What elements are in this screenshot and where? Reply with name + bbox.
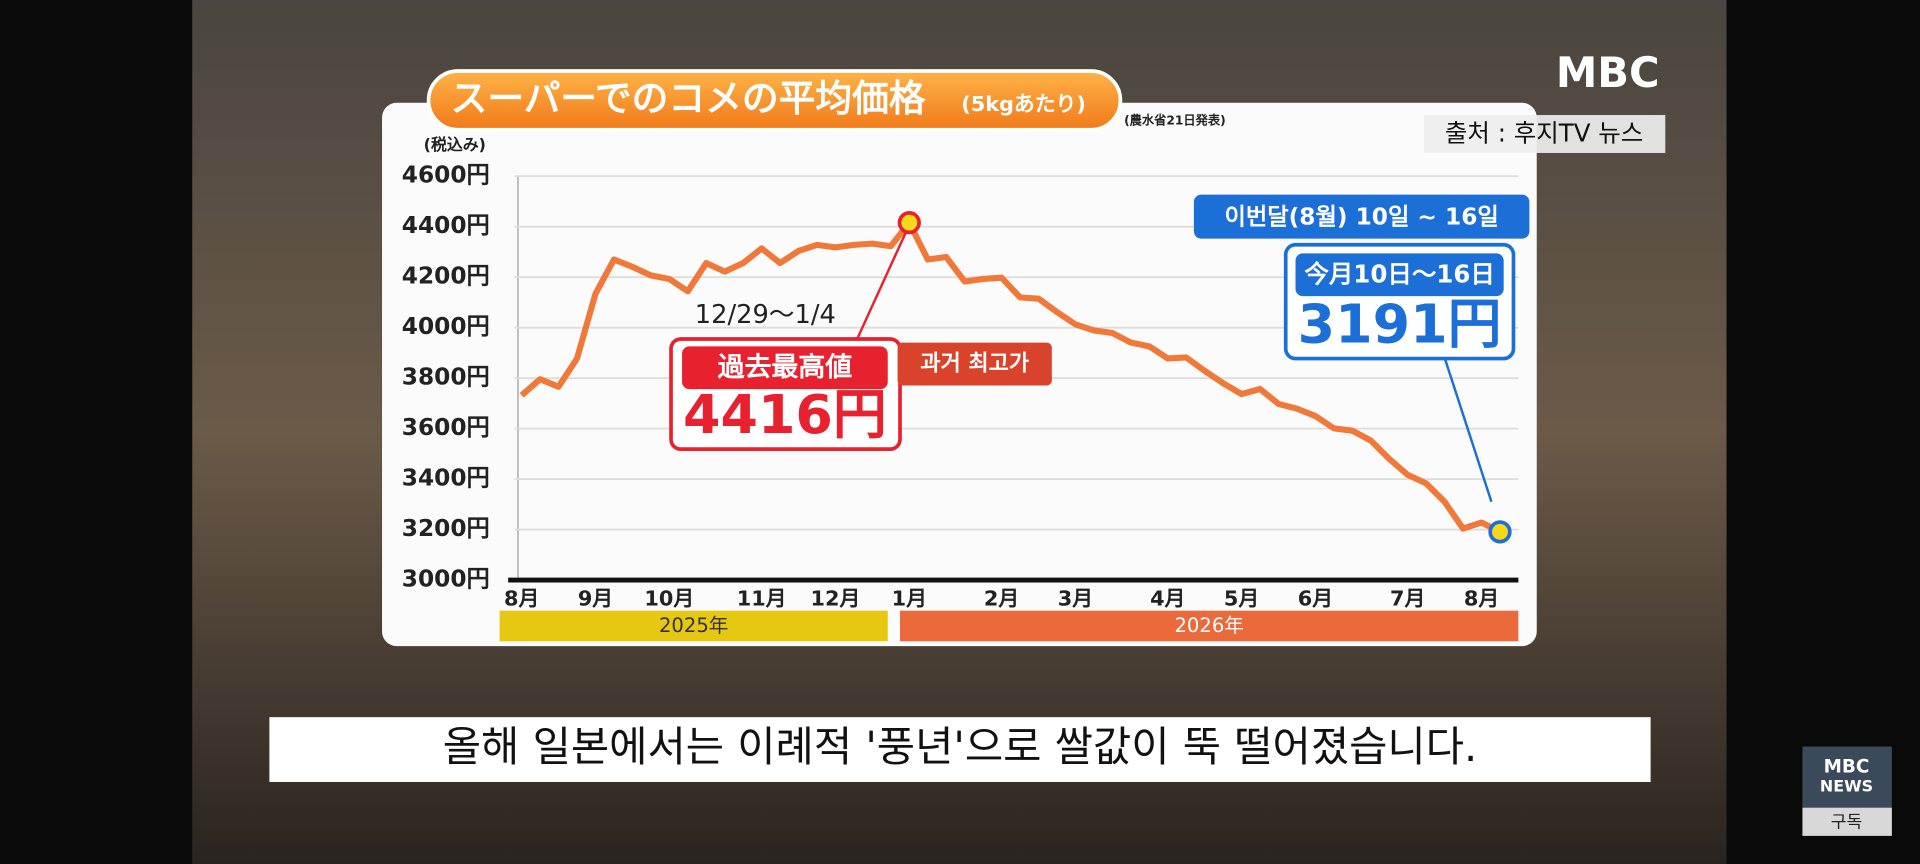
price-line [519,219,1502,535]
subscribe-button[interactable]: 구독 [1831,812,1863,832]
subtitle: 올해 일본에서는 이례적 '풍년'으로 쌀값이 뚝 떨어졌습니다. [443,722,1477,771]
source-note: (農水省21日発表) [1124,113,1226,128]
badge-logo-line: MBC [1824,756,1870,777]
x-tick-label: 7月 [1390,587,1425,611]
peak-caption-box [682,346,888,390]
year-label: 2026年 [1174,614,1243,637]
y-tick-label: 4200円 [402,263,490,290]
x-tick-label: 3月 [1058,587,1093,611]
subscribe-button-bg[interactable] [1802,807,1892,836]
peak-date: 12/29～1/4 [695,300,836,330]
latest-caption: 今月10日～16日 [1304,259,1495,288]
peak-caption-ko-box [897,342,1052,386]
subtitle-bar [269,717,1651,783]
broadcaster-logo: MBC [1556,48,1660,97]
y-tick-label: 3400円 [402,465,490,492]
peak-caption: 過去最高値 [718,351,853,383]
x-tick-label: 12月 [811,587,861,611]
source-box [1424,115,1666,153]
peak-caption-ko: 과거 최고가 [920,352,1029,377]
y-axis-label: (税込み) [424,135,486,154]
x-tick-label: 11月 [737,587,787,611]
badge-logo-line: NEWS [1820,776,1873,795]
y-tick-label: 3800円 [402,364,490,391]
channel-badge[interactable]: MBC NEWS 구독 [1802,746,1892,836]
year-band [900,610,1519,642]
y-tick-label: 4400円 [402,212,490,239]
year-label: 2025年 [659,614,728,637]
source: 출처 : 후지TV 뉴스 [1445,119,1643,148]
y-tick-label: 3600円 [402,414,490,441]
x-tick-label: 8月 [1464,587,1499,611]
x-tick-label: 2月 [984,587,1019,611]
value-label: 4416円 [683,383,887,446]
x-tick-label: 5月 [1224,587,1259,611]
y-tick-label: 3200円 [402,515,490,542]
y-tick-label: 3000円 [402,566,490,593]
value-label: 3191円 [1298,293,1502,356]
x-tick-label: 1月 [892,587,927,611]
latest-caption-ko: 이번달(8월) 10일 ~ 16일 [1224,203,1498,230]
latest-caption-box [1295,253,1504,297]
y-tick-label: 4000円 [402,313,490,340]
chart-subtitle: (5kgあたり) [961,92,1086,116]
point-marker [1488,520,1512,544]
year-band [499,610,888,642]
peak-pointer [856,225,910,340]
x-tick-label: 10月 [644,587,694,611]
x-tick-label: 6月 [1298,587,1333,611]
latest-pointer [1443,358,1493,503]
x-tick-label: 9月 [578,587,613,611]
y-tick-label: 4600円 [402,162,490,189]
x-tick-label: 8月 [504,587,539,611]
x-tick-label: 4月 [1150,587,1185,611]
title-pill [426,69,1123,132]
point-marker [897,211,921,235]
chart-title: スーパーでのコメの平均価格 [451,77,926,120]
latest-caption-ko-box [1193,194,1530,239]
plot: 3000円 3200円 3400円 3600円 3800円 4000円 4200円 4400円… [402,162,1519,642]
